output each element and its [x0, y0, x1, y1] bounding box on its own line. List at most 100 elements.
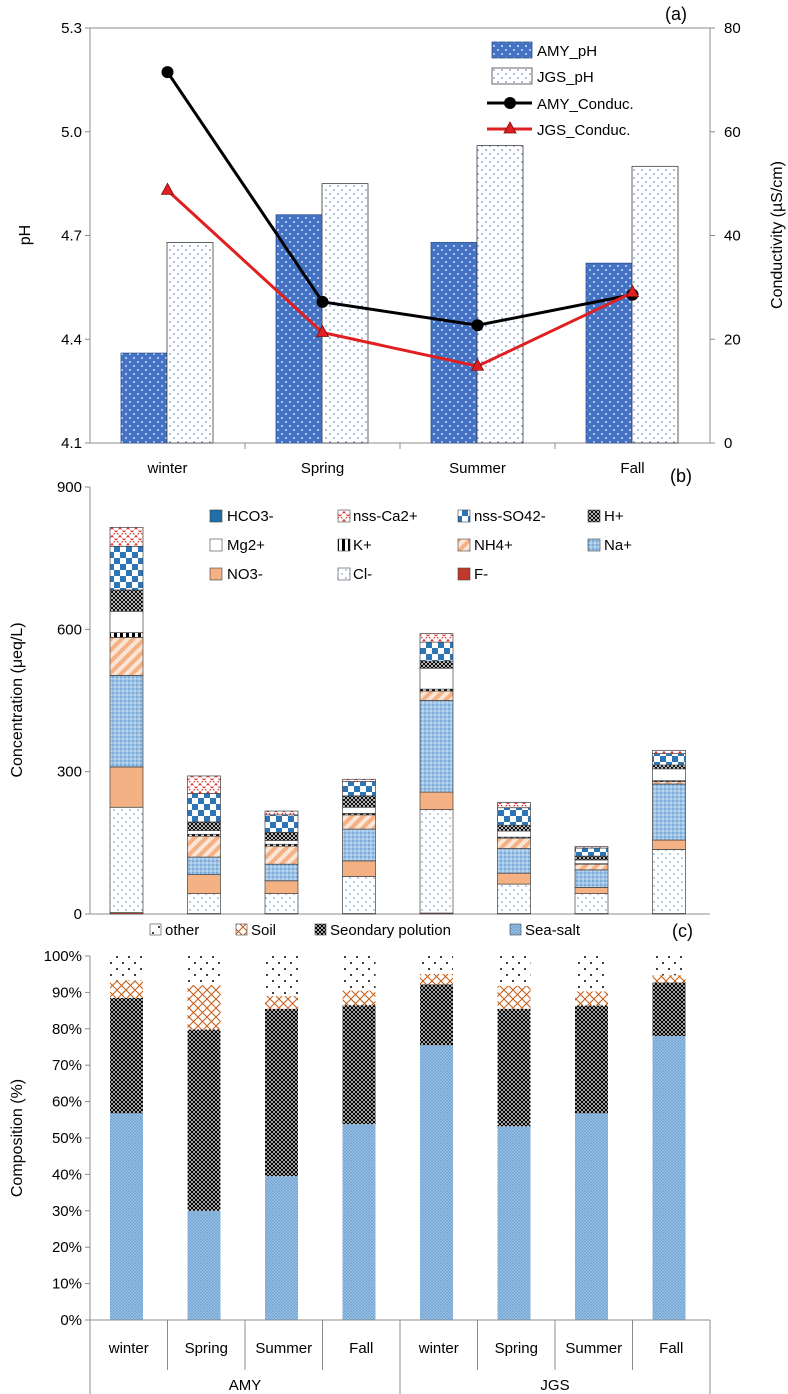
legend-label-nss-so4: nss-SO42-: [474, 508, 546, 525]
bar-na-amy-fall: [342, 828, 376, 862]
bar-nss-so42-jgs-fall: [652, 753, 686, 766]
bar-sea-salt-jgs-winter: [420, 1045, 453, 1320]
bar-h-amy-summer: [264, 832, 299, 841]
bar-cl-amy-summer: [264, 893, 299, 914]
bar-soil-jgs-summer: [575, 991, 608, 1006]
panel-b-bars: [109, 526, 686, 915]
panel-c-ytick-label-3: 30%: [52, 1203, 82, 1220]
panel-a-x-ticks: winter Spring Summer Fall: [146, 460, 644, 477]
bar-nh4-amy-fall: [342, 814, 376, 830]
bar-other-jgs-summer: [575, 956, 608, 992]
legend-label-seasalt: Sea-salt: [525, 922, 581, 939]
bar-seondary-polution-jgs-winter: [420, 984, 453, 1046]
panel-a-ytick-label-1: 4.4: [61, 331, 82, 348]
bar-seondary-polution-amy-fall: [342, 1005, 376, 1125]
panel-c-ytick-label-9: 90%: [52, 984, 82, 1001]
bar-cl-amy-spring: [187, 893, 221, 914]
legend-swatch-nss-so4: [457, 509, 471, 523]
bar-no3-amy-spring: [187, 874, 221, 894]
panel-c-ytick-label-4: 40%: [52, 1166, 82, 1183]
legend-swatch-mg: [209, 538, 223, 552]
bar-jgs-ph-winter: [166, 242, 214, 444]
legend-swatch-secondary: [314, 923, 327, 936]
bar-amy-ph-summer: [430, 242, 478, 444]
bar-sea-salt-jgs-fall: [652, 1036, 686, 1320]
legend-swatch-cl: [337, 567, 351, 581]
panel-a-legend: AMY_pH JGS_pH AMY_Conduc. JGS_Conduc.: [487, 41, 634, 139]
bar-h-amy-fall: [342, 795, 376, 808]
bar-cl-jgs-winter: [419, 809, 454, 914]
bar-mg2-jgs-spring: [497, 830, 531, 838]
bar-na-jgs-fall: [652, 783, 686, 841]
panel-c-label: (c): [672, 921, 693, 941]
bar-other-amy-spring: [187, 956, 221, 986]
bar-nss-ca2-amy-spring: [187, 775, 221, 794]
panel-c-bars: [110, 956, 686, 1320]
panel-c-group-label-jgs: JGS: [540, 1377, 569, 1394]
bar-cl-amy-fall: [342, 876, 376, 914]
bar-soil-jgs-fall: [652, 975, 686, 983]
panel-a-y2tick-label-1: 20: [724, 331, 741, 348]
bar-other-jgs-spring: [497, 956, 531, 986]
bar-sea-salt-jgs-summer: [575, 1113, 608, 1320]
panel-a-right-ticks: 0 20 40 60 80: [710, 20, 741, 452]
legend-label-mg: Mg2+: [227, 537, 265, 554]
panel-b-ticks: 0 300 600 900: [57, 479, 90, 923]
bar-k-amy-winter: [109, 632, 144, 638]
bar-amy-ph-fall: [585, 262, 633, 444]
bar-amy-ph-winter: [120, 352, 168, 444]
bar-nss-so42-amy-summer: [264, 814, 299, 833]
legend-label-f: F-: [474, 566, 488, 583]
bar-seondary-polution-jgs-summer: [575, 1005, 608, 1114]
panel-b-legend: HCO3- nss-Ca2+ nss-SO42- H+ Mg2+ K+ NH4+…: [209, 508, 632, 583]
legend-label-amy-conduc: AMY_Conduc.: [537, 96, 634, 113]
bar-mg2-amy-winter: [109, 610, 144, 634]
marker-amy-conduc-spring: [316, 295, 329, 308]
legend-marker-amy-conduc: [504, 97, 516, 109]
bar-na-amy-spring: [187, 856, 221, 875]
panel-a-ytick-label-0: 4.1: [61, 435, 82, 452]
line-amy-conduc: [166, 71, 633, 327]
bar-nh4-jgs-winter: [419, 690, 454, 701]
bar-other-amy-summer: [265, 956, 298, 997]
bar-na-amy-summer: [264, 863, 299, 882]
bar-soil-amy-summer: [265, 996, 298, 1009]
legend-marker-jgs-conduc: [503, 121, 517, 134]
bar-seondary-polution-jgs-spring: [497, 1008, 531, 1127]
bar-other-amy-fall: [342, 956, 376, 991]
marker-jgs-conduc-fall: [625, 284, 640, 297]
panel-c-ytick-label-1: 10%: [52, 1276, 82, 1293]
legend-label-other: other: [165, 922, 199, 939]
bar-soil-amy-winter: [110, 980, 143, 998]
panel-c-xtick-label-2: Summer: [255, 1340, 312, 1357]
legend-swatch-nh4: [457, 538, 471, 552]
bar-h-jgs-winter: [419, 660, 454, 669]
legend-label-nss-ca: nss-Ca2+: [353, 508, 418, 525]
marker-amy-conduc-winter: [161, 66, 174, 79]
marker-jgs-conduc-winter: [160, 182, 175, 195]
panel-c-ytick-label-2: 20%: [52, 1239, 82, 1256]
panel-b-ytick-label-2: 600: [57, 621, 82, 638]
panel-c-ytick-label-10: 100%: [44, 948, 82, 965]
panel-c-xtick-label-5: Spring: [495, 1340, 538, 1357]
panel-c-xtick-label-7: Fall: [659, 1340, 683, 1357]
bar-nss-ca2-jgs-summer: [574, 846, 609, 849]
bar-no3-jgs-summer: [574, 887, 609, 894]
panel-a-ytick-label-3: 5.0: [61, 124, 82, 141]
bar-nss-ca2-amy-summer: [264, 810, 299, 816]
bar-mg2-jgs-fall: [652, 768, 686, 782]
legend-swatch-soil: [235, 923, 248, 936]
panel-c-xtick-label-6: Summer: [565, 1340, 622, 1357]
bar-no3-jgs-fall: [652, 839, 686, 850]
bar-nss-so42-jgs-spring: [497, 807, 531, 826]
legend-label-jgs-conduc: JGS_Conduc.: [537, 122, 630, 139]
bar-na-amy-winter: [109, 675, 144, 768]
panel-c-xtick-label-1: Spring: [185, 1340, 228, 1357]
bar-cl-jgs-fall: [652, 849, 686, 914]
legend-label-h: H+: [604, 508, 624, 525]
marker-amy-conduc-summer: [471, 319, 484, 332]
panel-b-label: (b): [670, 466, 692, 486]
panel-c-ytick-label-6: 60%: [52, 1094, 82, 1111]
bar-soil-jgs-winter: [420, 973, 453, 985]
